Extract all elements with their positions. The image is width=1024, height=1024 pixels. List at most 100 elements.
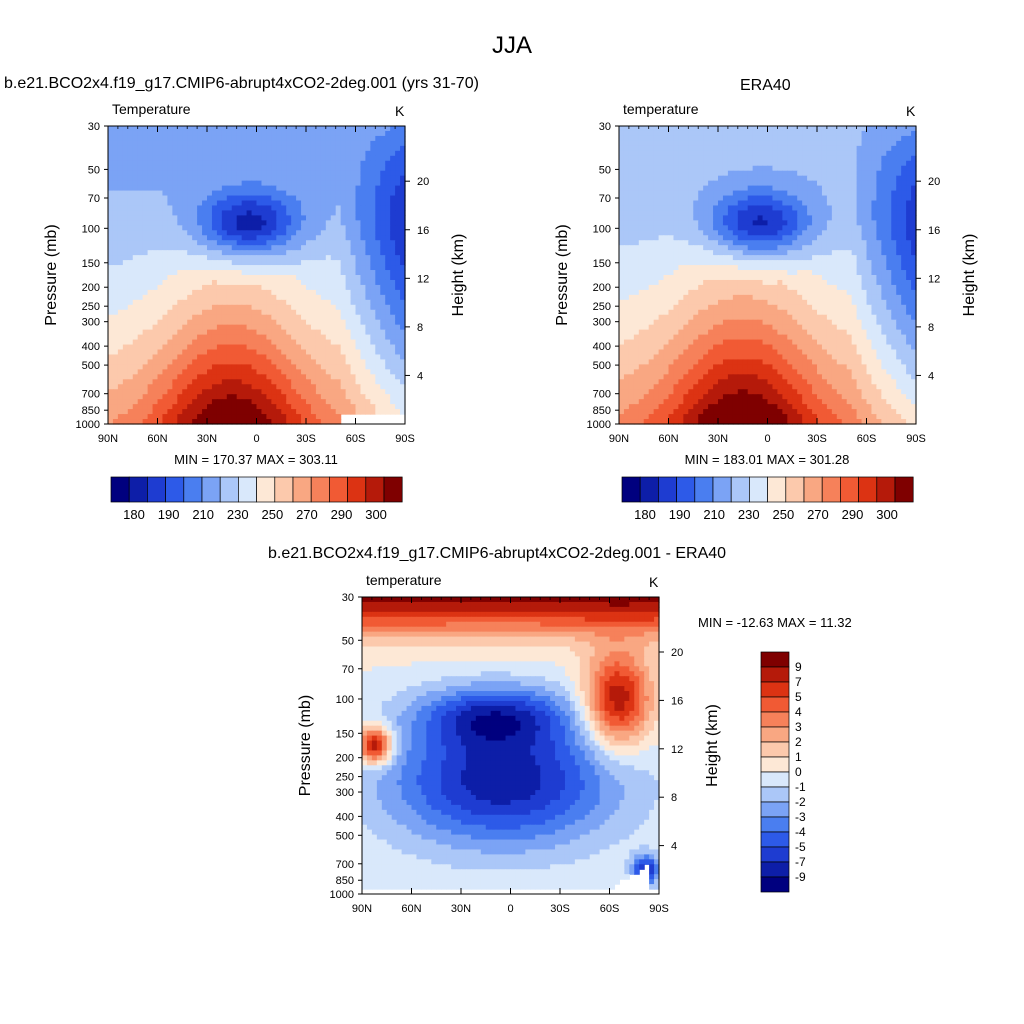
units-label: K — [906, 103, 916, 119]
pressure-tick-label: 1000 — [330, 889, 354, 901]
diff-colorbar-label: -9 — [795, 870, 806, 884]
era40-min-max: MIN = 183.01 MAX = 301.28 — [685, 452, 850, 467]
pressure-tick-label: 700 — [82, 389, 100, 401]
pressure-tick-label: 150 — [593, 258, 611, 270]
pressure-tick-label: 700 — [336, 859, 354, 871]
colorbar-swatch — [329, 476, 348, 503]
lat-tick-label: 60S — [346, 433, 366, 445]
lat-tick-label: 30S — [807, 433, 827, 445]
diff-colorbar-label: 9 — [795, 660, 802, 674]
y2-axis-label: Height (km) — [961, 234, 978, 317]
diff-colorbar-swatch — [760, 846, 790, 863]
y2-axis-label: Height (km) — [450, 234, 467, 317]
pressure-tick-label: 300 — [336, 787, 354, 799]
colorbar-swatch — [183, 476, 203, 503]
pressure-tick-label: 150 — [336, 728, 354, 740]
colorbar-label: 300 — [876, 507, 898, 522]
diff-colorbar-swatch — [760, 786, 790, 803]
diff-colorbar-label: 4 — [795, 705, 802, 719]
difference-min-max: MIN = -12.63 MAX = 11.32 — [698, 615, 852, 630]
lat-tick-label: 30S — [296, 433, 316, 445]
colorbar-swatch — [894, 476, 914, 503]
colorbar-swatch — [821, 476, 841, 503]
colorbar-label: 210 — [703, 507, 725, 522]
diff-colorbar-label: 1 — [795, 750, 802, 764]
diff-colorbar-swatch — [760, 651, 790, 668]
diff-colorbar-swatch — [760, 861, 790, 878]
model-min-max: MIN = 170.37 MAX = 303.11 — [174, 452, 338, 467]
colorbar-swatch — [676, 476, 696, 503]
height-tick-label: 12 — [671, 744, 683, 756]
colorbar-swatch — [639, 476, 659, 503]
diff-colorbar-label: -2 — [795, 795, 806, 809]
colorbar-swatch — [292, 476, 312, 503]
pressure-tick-label: 200 — [336, 753, 354, 765]
colorbar-swatch — [858, 476, 878, 503]
colorbar-swatch — [310, 476, 330, 503]
height-tick-label: 20 — [928, 176, 940, 188]
height-tick-label: 20 — [417, 176, 429, 188]
pressure-tick-label: 850 — [336, 875, 354, 887]
colorbar-label: 180 — [634, 507, 656, 522]
pressure-tick-label: 250 — [336, 772, 354, 784]
colorbar-swatch — [658, 476, 677, 503]
lat-tick-label: 30N — [451, 903, 471, 915]
pressure-tick-label: 700 — [593, 389, 611, 401]
era40-field — [619, 126, 917, 425]
diff-colorbar-swatch — [760, 741, 790, 758]
pressure-tick-label: 200 — [82, 282, 100, 294]
colorbar-swatch — [238, 476, 257, 503]
colorbar-swatch — [712, 476, 732, 503]
lat-tick-label: 30N — [708, 433, 728, 445]
colorbar-swatch — [803, 476, 823, 503]
pressure-tick-label: 250 — [82, 301, 100, 313]
diff-colorbar-swatch — [760, 696, 790, 713]
lat-tick-label: 60N — [658, 433, 678, 445]
lat-tick-label: 60S — [857, 433, 877, 445]
colorbar-swatch — [110, 476, 130, 503]
pressure-tick-label: 500 — [593, 360, 611, 372]
pressure-tick-label: 250 — [593, 301, 611, 313]
colorbar-swatch — [749, 476, 768, 503]
diff-colorbar-swatch — [760, 681, 790, 698]
lat-tick-label: 30S — [550, 903, 570, 915]
lat-tick-label: 90S — [649, 903, 669, 915]
lat-tick-label: 90S — [395, 433, 415, 445]
lat-tick-label: 30N — [197, 433, 217, 445]
pressure-tick-label: 500 — [336, 830, 354, 842]
diff-colorbar-label: -5 — [795, 840, 806, 854]
diff-colorbar-swatch — [760, 876, 790, 893]
colorbar-swatch — [694, 476, 714, 503]
colorbar-label: 290 — [331, 507, 353, 522]
pressure-tick-label: 100 — [82, 223, 100, 235]
lat-tick-label: 90N — [98, 433, 118, 445]
panel-title-model: b.e21.BCO2x4.f19_g17.CMIP6-abrupt4xCO2-2… — [4, 75, 479, 92]
pressure-tick-label: 850 — [593, 405, 611, 417]
lat-tick-label: 90N — [609, 433, 629, 445]
diff-colorbar-label: 3 — [795, 720, 802, 734]
diff-colorbar-label: -7 — [795, 855, 806, 869]
height-tick-label: 8 — [671, 792, 677, 804]
pressure-tick-label: 400 — [82, 341, 100, 353]
pressure-tick-label: 400 — [336, 811, 354, 823]
pressure-tick-label: 50 — [88, 164, 100, 176]
colorbar-label: 210 — [192, 507, 214, 522]
diff-colorbar-label: 7 — [795, 675, 802, 689]
model-field — [108, 126, 406, 425]
colorbar-swatch — [365, 476, 385, 503]
lat-tick-label: 90N — [352, 903, 372, 915]
diff-colorbar-label: -3 — [795, 810, 806, 824]
colorbar-swatch — [876, 476, 896, 503]
colorbar-swatch — [201, 476, 221, 503]
colorbar-label: 180 — [123, 507, 145, 522]
colorbar-swatch — [128, 476, 148, 503]
colorbar-swatch — [767, 476, 787, 503]
diff-colorbar-swatch — [760, 726, 790, 743]
pressure-tick-label: 850 — [82, 405, 100, 417]
units-label: K — [395, 103, 405, 119]
diff-colorbar-label: 0 — [795, 765, 802, 779]
height-tick-label: 20 — [671, 647, 683, 659]
colorbar-swatch — [256, 476, 276, 503]
height-tick-label: 12 — [928, 273, 940, 285]
